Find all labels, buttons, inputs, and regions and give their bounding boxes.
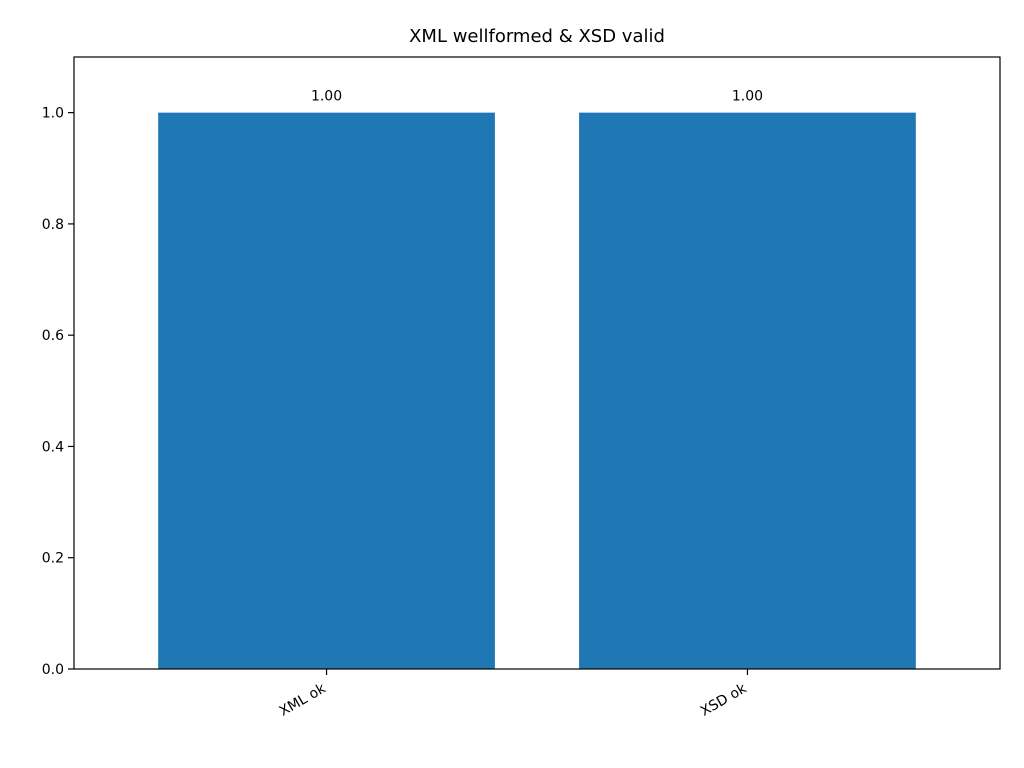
y-tick-label: 0.6	[42, 328, 64, 344]
bars-layer: 1.00 1.00	[158, 89, 916, 670]
y-tick-label: 1.0	[42, 106, 64, 122]
bar-xsd-ok	[579, 112, 916, 670]
plot-frame	[73, 56, 1001, 670]
x-tick-label: XSD ok	[698, 680, 750, 719]
x-tick-label: XML ok	[277, 680, 330, 720]
bar-value-label: 1.00	[311, 89, 342, 105]
y-tick-label: 0.8	[42, 217, 64, 233]
bar-value-label: 1.00	[732, 89, 763, 105]
y-tick-label: 0.4	[42, 439, 64, 455]
chart-title: XML wellformed & XSD valid	[409, 26, 665, 47]
y-tick-label: 0.2	[42, 551, 64, 567]
bar-xml-ok	[158, 112, 495, 670]
y-tick-label: 0.0	[42, 662, 64, 678]
